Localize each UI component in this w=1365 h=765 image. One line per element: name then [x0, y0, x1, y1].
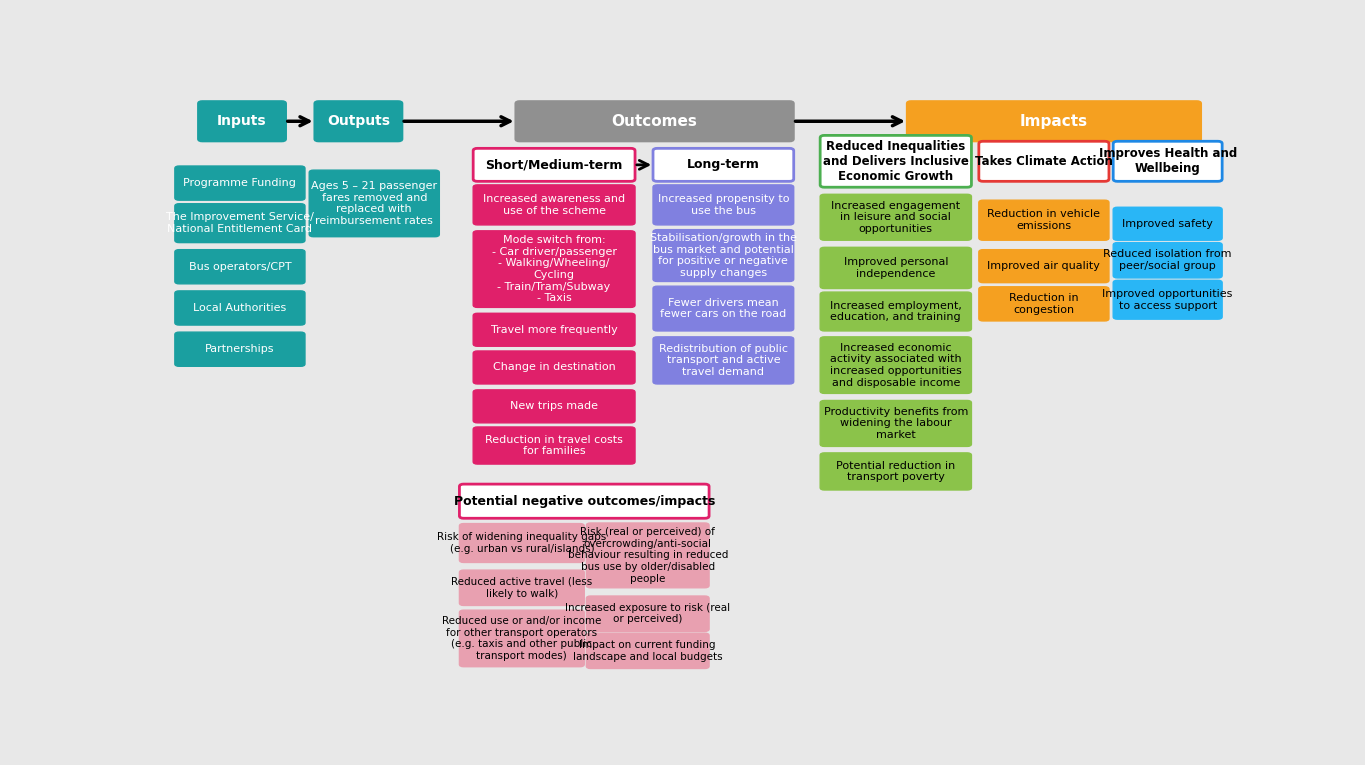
Text: Ages 5 – 21 passenger
fares removed and
replaced with
reimbursement rates: Ages 5 – 21 passenger fares removed and …: [311, 181, 437, 226]
Text: Improved safety: Improved safety: [1122, 219, 1213, 229]
FancyBboxPatch shape: [175, 249, 304, 284]
FancyBboxPatch shape: [979, 142, 1108, 181]
Text: Change in destination: Change in destination: [493, 363, 616, 373]
FancyBboxPatch shape: [820, 453, 972, 490]
FancyBboxPatch shape: [460, 570, 584, 605]
Text: Reduced active travel (less
likely to walk): Reduced active travel (less likely to wa…: [452, 577, 592, 598]
Text: Mode switch from:
- Car driver/passenger
- Walking/Wheeling/
Cycling
- Train/Tra: Mode switch from: - Car driver/passenger…: [491, 235, 617, 303]
FancyBboxPatch shape: [652, 148, 793, 181]
FancyBboxPatch shape: [587, 596, 708, 631]
FancyBboxPatch shape: [175, 203, 304, 243]
Text: The Improvement Service/
National Entitlement Card: The Improvement Service/ National Entitl…: [167, 213, 314, 234]
Text: Local Authorities: Local Authorities: [194, 303, 287, 313]
Text: Redistribution of public
transport and active
travel demand: Redistribution of public transport and a…: [659, 343, 788, 377]
Text: Outputs: Outputs: [326, 114, 390, 129]
FancyBboxPatch shape: [587, 633, 708, 669]
Text: Inputs: Inputs: [217, 114, 266, 129]
Text: Improves Health and
Wellbeing: Improves Health and Wellbeing: [1099, 148, 1237, 175]
FancyBboxPatch shape: [314, 101, 403, 142]
FancyBboxPatch shape: [474, 185, 635, 225]
FancyBboxPatch shape: [1114, 207, 1222, 240]
Text: Increased economic
activity associated with
increased opportunities
and disposab: Increased economic activity associated w…: [830, 343, 962, 388]
FancyBboxPatch shape: [474, 390, 635, 423]
Text: Outcomes: Outcomes: [612, 114, 698, 129]
Text: Reduced isolation from
peer/social group: Reduced isolation from peer/social group: [1103, 249, 1233, 271]
Text: Programme Funding: Programme Funding: [183, 178, 296, 188]
Text: Productivity benefits from
widening the labour
market: Productivity benefits from widening the …: [823, 407, 968, 440]
FancyBboxPatch shape: [587, 523, 708, 588]
Text: Long-term: Long-term: [687, 158, 760, 171]
Text: Reduction in travel costs
for families: Reduction in travel costs for families: [485, 435, 622, 457]
Text: Increased employment,
education, and training: Increased employment, education, and tra…: [830, 301, 962, 322]
Text: Risk (real or perceived) of
overcrowding/anti-social
behaviour resulting in redu: Risk (real or perceived) of overcrowding…: [568, 527, 728, 584]
FancyBboxPatch shape: [1114, 142, 1222, 181]
FancyBboxPatch shape: [175, 166, 304, 200]
Text: Partnerships: Partnerships: [205, 344, 274, 354]
FancyBboxPatch shape: [474, 231, 635, 308]
Text: Reduced use or and/or income
for other transport operators
(e.g. taxis and other: Reduced use or and/or income for other t…: [442, 616, 602, 661]
FancyBboxPatch shape: [1114, 243, 1222, 278]
Text: Reduction in vehicle
emissions: Reduction in vehicle emissions: [987, 210, 1100, 231]
FancyBboxPatch shape: [979, 287, 1108, 321]
FancyBboxPatch shape: [652, 230, 793, 282]
Text: Improved opportunities
to access support: Improved opportunities to access support: [1103, 289, 1233, 311]
Text: Increased propensity to
use the bus: Increased propensity to use the bus: [658, 194, 789, 216]
FancyBboxPatch shape: [516, 101, 793, 142]
FancyBboxPatch shape: [652, 337, 793, 384]
Text: New trips made: New trips made: [511, 402, 598, 412]
FancyBboxPatch shape: [460, 484, 708, 518]
FancyBboxPatch shape: [979, 200, 1108, 240]
Text: Short/Medium-term: Short/Medium-term: [486, 158, 622, 171]
FancyBboxPatch shape: [474, 314, 635, 347]
Text: Travel more frequently: Travel more frequently: [491, 325, 617, 335]
Text: Increased engagement
in leisure and social
opportunities: Increased engagement in leisure and soci…: [831, 200, 961, 234]
FancyBboxPatch shape: [652, 185, 793, 225]
FancyBboxPatch shape: [820, 292, 972, 331]
FancyBboxPatch shape: [820, 135, 972, 187]
FancyBboxPatch shape: [1114, 280, 1222, 319]
FancyBboxPatch shape: [460, 610, 584, 667]
Text: Increased exposure to risk (real
or perceived): Increased exposure to risk (real or perc…: [565, 603, 730, 624]
Text: Reduced Inequalities
and Delivers Inclusive
Economic Growth: Reduced Inequalities and Delivers Inclus…: [823, 140, 969, 183]
FancyBboxPatch shape: [310, 170, 440, 236]
FancyBboxPatch shape: [460, 523, 584, 562]
FancyBboxPatch shape: [474, 427, 635, 464]
Text: Fewer drivers mean
fewer cars on the road: Fewer drivers mean fewer cars on the roa…: [661, 298, 786, 319]
Text: Risk of widening inequality gaps
(e.g. urban vs rural/islands): Risk of widening inequality gaps (e.g. u…: [437, 532, 606, 554]
Text: Reduction in
congestion: Reduction in congestion: [1009, 293, 1078, 314]
Text: Improved personal
independence: Improved personal independence: [844, 257, 949, 278]
Text: Increased awareness and
use of the scheme: Increased awareness and use of the schem…: [483, 194, 625, 216]
Text: Improved air quality: Improved air quality: [987, 261, 1100, 271]
FancyBboxPatch shape: [652, 286, 793, 331]
Text: Takes Climate Action: Takes Climate Action: [975, 155, 1112, 168]
FancyBboxPatch shape: [979, 249, 1108, 282]
FancyBboxPatch shape: [175, 332, 304, 366]
Text: Potential negative outcomes/impacts: Potential negative outcomes/impacts: [453, 495, 715, 508]
FancyBboxPatch shape: [820, 194, 972, 240]
FancyBboxPatch shape: [820, 400, 972, 447]
FancyBboxPatch shape: [198, 101, 285, 142]
Text: Bus operators/CPT: Bus operators/CPT: [188, 262, 291, 272]
FancyBboxPatch shape: [820, 247, 972, 288]
Text: Potential reduction in
transport poverty: Potential reduction in transport poverty: [837, 461, 956, 482]
FancyBboxPatch shape: [820, 337, 972, 393]
Text: Impacts: Impacts: [1020, 114, 1088, 129]
Text: Impact on current funding
landscape and local budgets: Impact on current funding landscape and …: [573, 640, 722, 662]
FancyBboxPatch shape: [906, 101, 1201, 142]
FancyBboxPatch shape: [474, 148, 635, 181]
FancyBboxPatch shape: [474, 351, 635, 384]
FancyBboxPatch shape: [175, 291, 304, 325]
Text: Stabilisation/growth in the
bus market and potential
for positive or negative
su: Stabilisation/growth in the bus market a…: [650, 233, 797, 278]
